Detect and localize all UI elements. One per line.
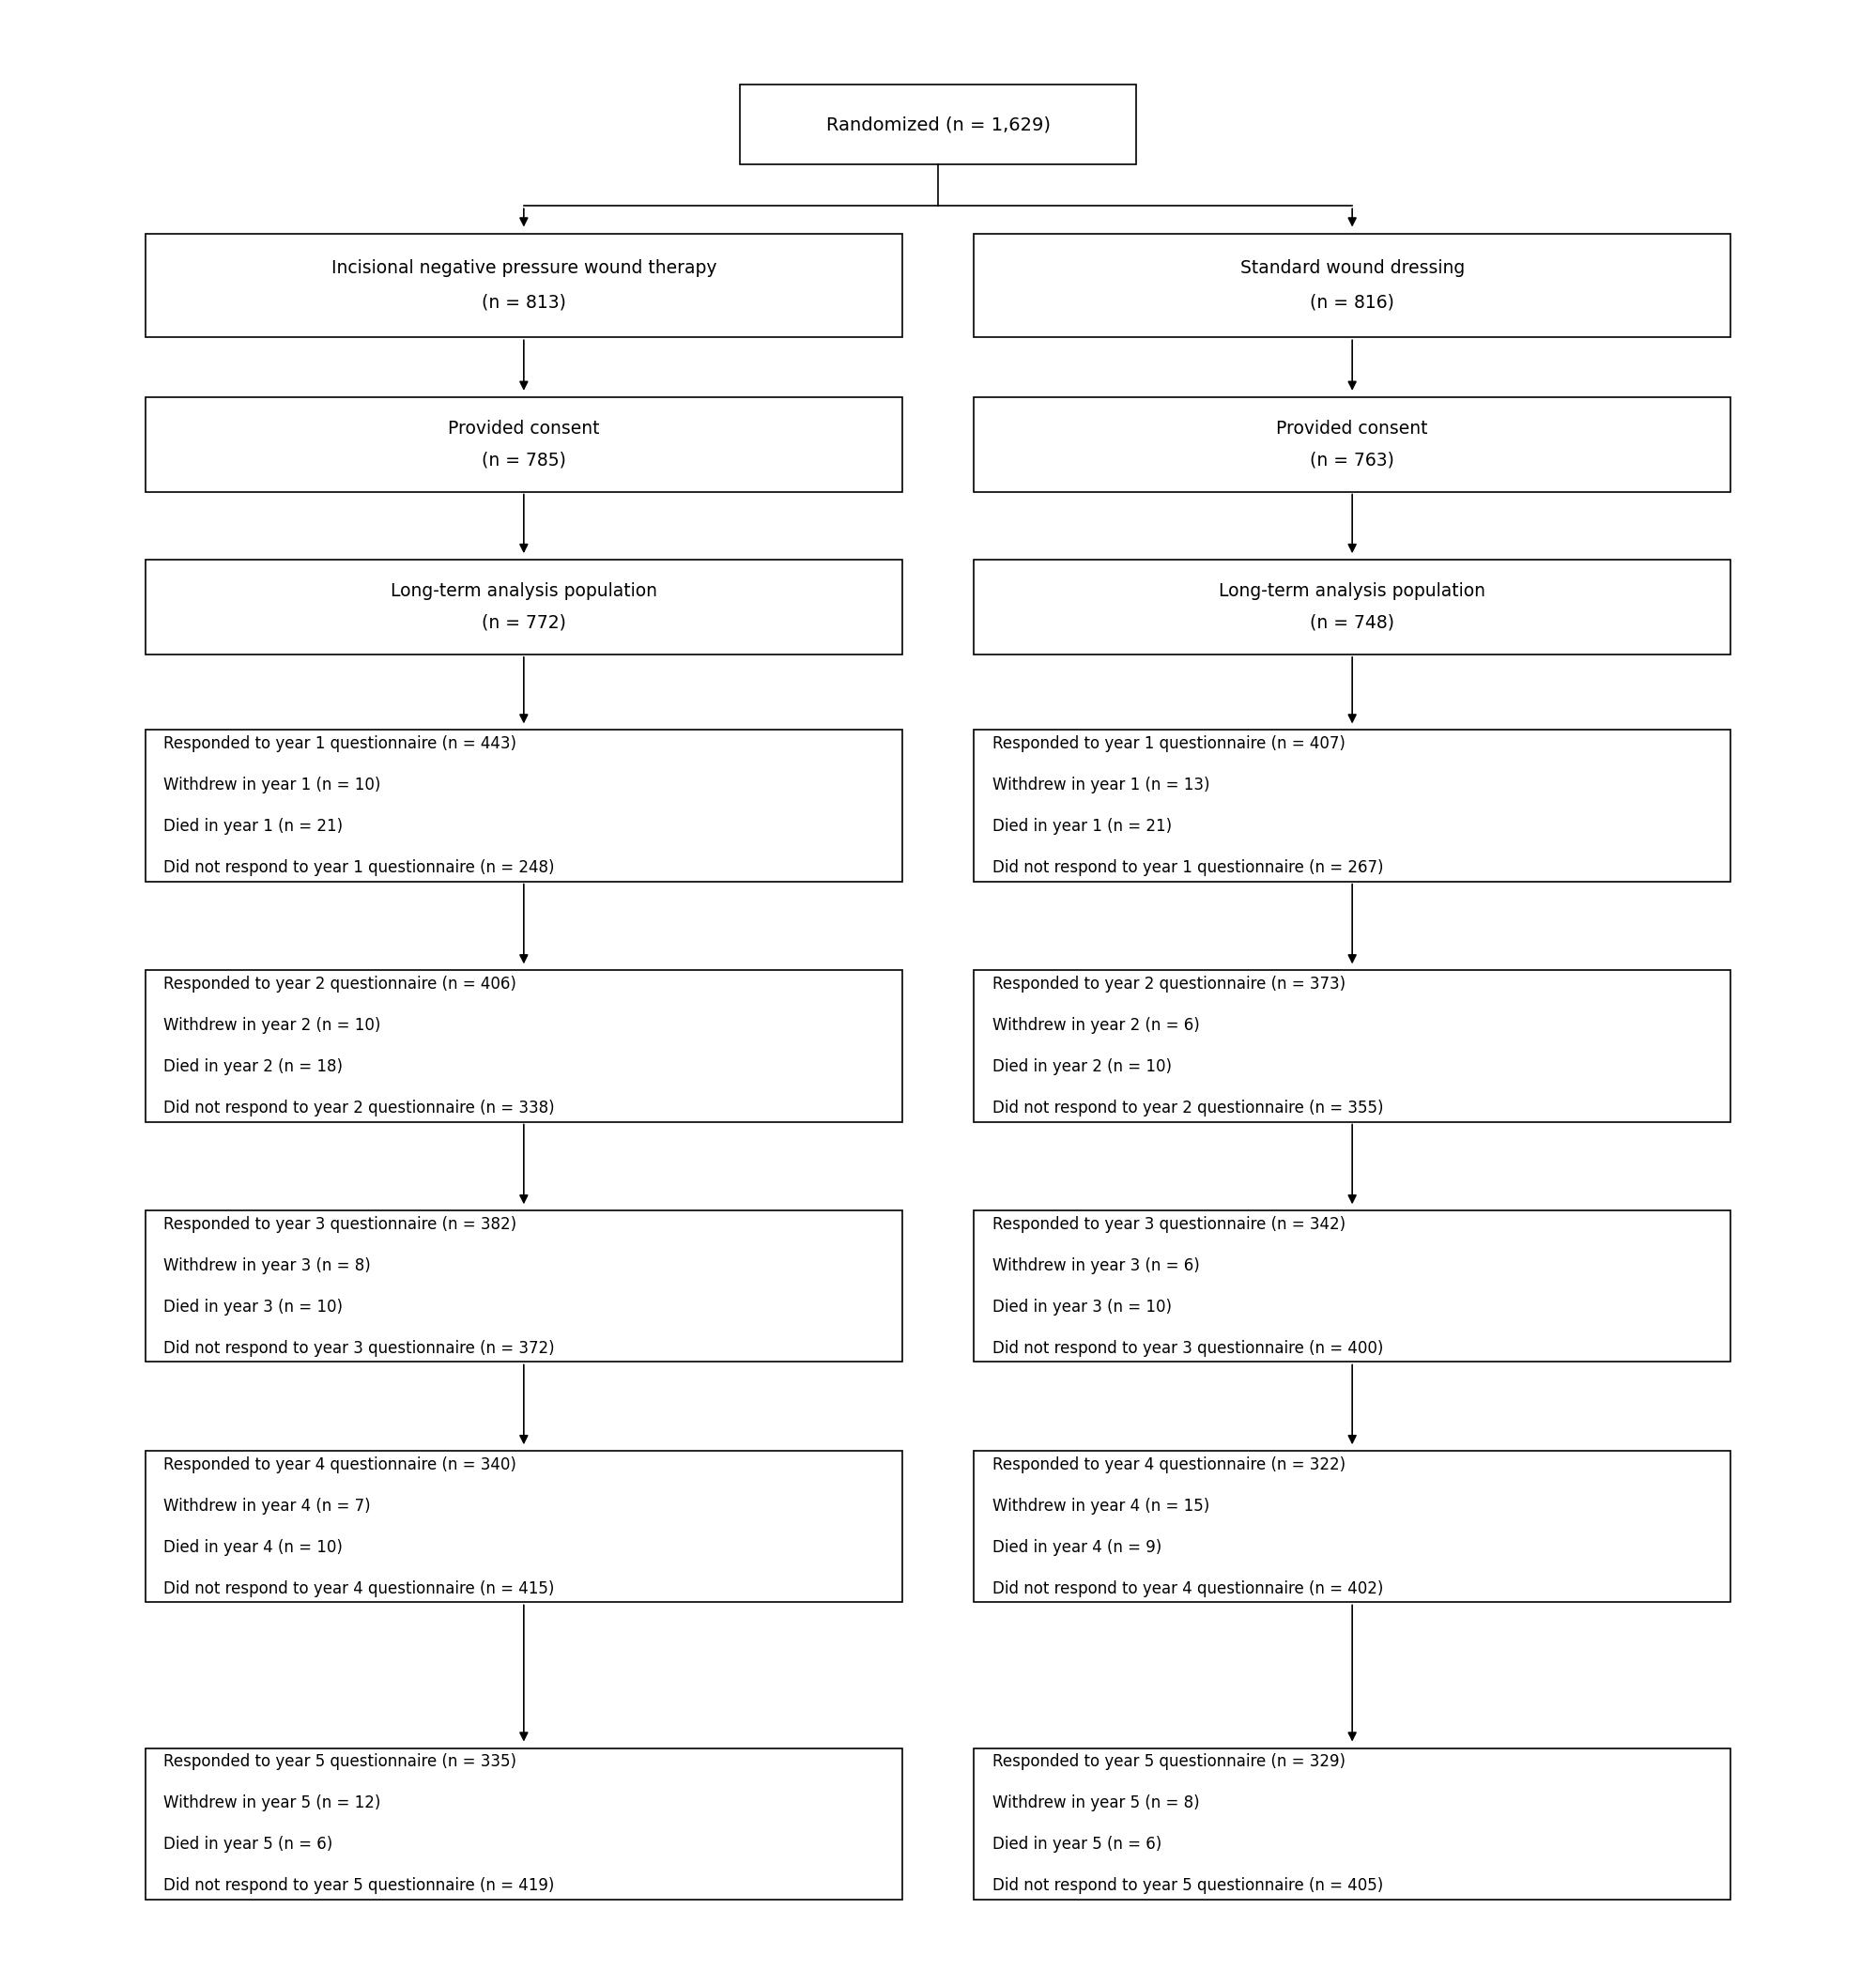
Bar: [974, 1748, 1730, 1900]
Text: Withdrew in year 2 (n = 6): Withdrew in year 2 (n = 6): [992, 1017, 1199, 1035]
Text: Died in year 5 (n = 6): Died in year 5 (n = 6): [163, 1835, 332, 1853]
Bar: [146, 1451, 902, 1602]
Text: Died in year 3 (n = 10): Died in year 3 (n = 10): [992, 1299, 1171, 1315]
Text: Long-term analysis population: Long-term analysis population: [390, 581, 657, 601]
Text: Did not respond to year 1 questionnaire (n = 248): Did not respond to year 1 questionnaire …: [163, 859, 555, 877]
Bar: [974, 1451, 1730, 1602]
Text: Did not respond to year 2 questionnaire (n = 338): Did not respond to year 2 questionnaire …: [163, 1100, 555, 1116]
Text: (n = 748): (n = 748): [1309, 613, 1394, 633]
Text: Died in year 3 (n = 10): Died in year 3 (n = 10): [163, 1299, 343, 1315]
Text: Died in year 2 (n = 18): Died in year 2 (n = 18): [163, 1058, 343, 1076]
Text: Died in year 4 (n = 10): Died in year 4 (n = 10): [163, 1539, 343, 1555]
Text: Withdrew in year 2 (n = 10): Withdrew in year 2 (n = 10): [163, 1017, 381, 1035]
Bar: [739, 85, 1137, 164]
Text: Withdrew in year 4 (n = 7): Withdrew in year 4 (n = 7): [163, 1498, 371, 1514]
Bar: [146, 970, 902, 1121]
Bar: [974, 560, 1730, 654]
Text: Died in year 4 (n = 9): Died in year 4 (n = 9): [992, 1539, 1161, 1555]
Bar: [974, 396, 1730, 491]
Text: Did not respond to year 2 questionnaire (n = 355): Did not respond to year 2 questionnaire …: [992, 1100, 1383, 1116]
Text: Responded to year 5 questionnaire (n = 335): Responded to year 5 questionnaire (n = 3…: [163, 1754, 516, 1770]
Text: Did not respond to year 3 questionnaire (n = 400): Did not respond to year 3 questionnaire …: [992, 1340, 1383, 1356]
Text: Responded to year 3 questionnaire (n = 342): Responded to year 3 questionnaire (n = 3…: [992, 1216, 1345, 1232]
Text: Withdrew in year 1 (n = 10): Withdrew in year 1 (n = 10): [163, 777, 381, 794]
Text: Provided consent: Provided consent: [448, 420, 600, 438]
Text: Died in year 1 (n = 21): Died in year 1 (n = 21): [992, 818, 1171, 836]
Text: (n = 772): (n = 772): [482, 613, 567, 633]
Text: Withdrew in year 5 (n = 12): Withdrew in year 5 (n = 12): [163, 1794, 381, 1811]
Text: (n = 816): (n = 816): [1309, 294, 1394, 311]
Text: Withdrew in year 4 (n = 15): Withdrew in year 4 (n = 15): [992, 1498, 1210, 1514]
Text: Died in year 2 (n = 10): Died in year 2 (n = 10): [992, 1058, 1171, 1076]
Text: Withdrew in year 1 (n = 13): Withdrew in year 1 (n = 13): [992, 777, 1210, 794]
Text: Did not respond to year 1 questionnaire (n = 267): Did not respond to year 1 questionnaire …: [992, 859, 1383, 877]
Text: Withdrew in year 3 (n = 6): Withdrew in year 3 (n = 6): [992, 1257, 1199, 1273]
Text: Withdrew in year 3 (n = 8): Withdrew in year 3 (n = 8): [163, 1257, 371, 1273]
Text: Incisional negative pressure wound therapy: Incisional negative pressure wound thera…: [330, 258, 717, 278]
Text: Responded to year 5 questionnaire (n = 329): Responded to year 5 questionnaire (n = 3…: [992, 1754, 1345, 1770]
Bar: [146, 560, 902, 654]
Text: Responded to year 3 questionnaire (n = 382): Responded to year 3 questionnaire (n = 3…: [163, 1216, 516, 1232]
Text: Did not respond to year 4 questionnaire (n = 402): Did not respond to year 4 questionnaire …: [992, 1581, 1383, 1597]
Text: Responded to year 1 questionnaire (n = 443): Responded to year 1 questionnaire (n = 4…: [163, 735, 516, 753]
Bar: [146, 1210, 902, 1362]
Text: (n = 813): (n = 813): [482, 294, 567, 311]
Bar: [146, 396, 902, 491]
Text: Responded to year 2 questionnaire (n = 373): Responded to year 2 questionnaire (n = 3…: [992, 976, 1345, 993]
Text: (n = 785): (n = 785): [482, 451, 567, 469]
Text: Long-term analysis population: Long-term analysis population: [1219, 581, 1486, 601]
Text: (n = 763): (n = 763): [1309, 451, 1394, 469]
Text: Did not respond to year 4 questionnaire (n = 415): Did not respond to year 4 questionnaire …: [163, 1581, 555, 1597]
Text: Responded to year 4 questionnaire (n = 322): Responded to year 4 questionnaire (n = 3…: [992, 1457, 1345, 1472]
Text: Did not respond to year 5 questionnaire (n = 405): Did not respond to year 5 questionnaire …: [992, 1876, 1383, 1894]
Text: Withdrew in year 5 (n = 8): Withdrew in year 5 (n = 8): [992, 1794, 1199, 1811]
Bar: [974, 1210, 1730, 1362]
Bar: [146, 729, 902, 881]
Text: Randomized (n = 1,629): Randomized (n = 1,629): [825, 116, 1051, 134]
Bar: [146, 1748, 902, 1900]
Bar: [146, 233, 902, 337]
Text: Responded to year 4 questionnaire (n = 340): Responded to year 4 questionnaire (n = 3…: [163, 1457, 516, 1472]
Text: Did not respond to year 5 questionnaire (n = 419): Did not respond to year 5 questionnaire …: [163, 1876, 555, 1894]
Text: Died in year 5 (n = 6): Died in year 5 (n = 6): [992, 1835, 1161, 1853]
Text: Did not respond to year 3 questionnaire (n = 372): Did not respond to year 3 questionnaire …: [163, 1340, 555, 1356]
Bar: [974, 729, 1730, 881]
Bar: [974, 970, 1730, 1121]
Text: Provided consent: Provided consent: [1276, 420, 1428, 438]
Text: Responded to year 2 questionnaire (n = 406): Responded to year 2 questionnaire (n = 4…: [163, 976, 516, 993]
Text: Died in year 1 (n = 21): Died in year 1 (n = 21): [163, 818, 343, 836]
Text: Standard wound dressing: Standard wound dressing: [1240, 258, 1465, 278]
Bar: [974, 233, 1730, 337]
Text: Responded to year 1 questionnaire (n = 407): Responded to year 1 questionnaire (n = 4…: [992, 735, 1345, 753]
